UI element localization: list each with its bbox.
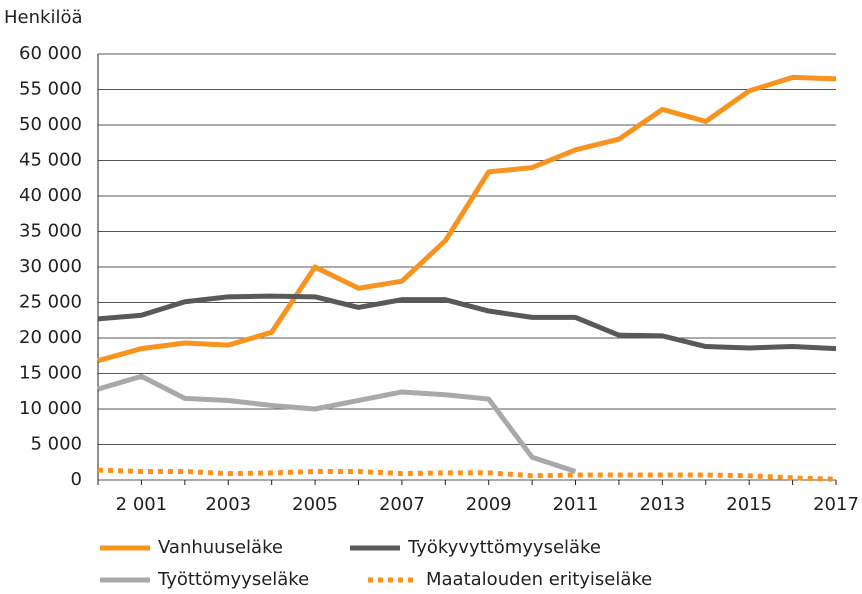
y-tick-label: 40 000 [19, 185, 82, 206]
x-tick-label: 2003 [205, 494, 251, 515]
x-tick-label: 2009 [466, 494, 512, 515]
y-tick-label: 45 000 [19, 150, 82, 171]
series-line [97, 74, 837, 364]
y-tick-label: 60 000 [19, 43, 82, 64]
series-line [97, 293, 837, 352]
y-tick-label: 50 000 [19, 114, 82, 135]
y-tick-label: 20 000 [19, 327, 82, 348]
x-tick-label: 2013 [639, 494, 685, 515]
legend-label: Vanhuuseläke [158, 537, 283, 558]
y-tick-label: 35 000 [19, 221, 82, 242]
y-tick-label: 15 000 [19, 363, 82, 384]
x-tick-label: 2015 [726, 494, 772, 515]
series-line [97, 373, 577, 474]
legend-label: Maatalouden erityiseläke [426, 569, 652, 590]
y-tick-label: 10 000 [19, 398, 82, 419]
y-axis-label: Henkilöä [4, 7, 83, 28]
x-tick-label: 2011 [553, 494, 599, 515]
x-tick-label: 2007 [379, 494, 425, 515]
legend-label: Työkyvyttömyyseläke [407, 537, 601, 558]
x-tick-label: 2017 [813, 494, 859, 515]
y-tick-label: 55 000 [19, 79, 82, 100]
x-tick-label: 2 001 [116, 494, 168, 515]
series-line [97, 467, 837, 482]
legend-label: Työttömyyseläke [157, 569, 309, 590]
y-tick-label: 30 000 [19, 256, 82, 277]
y-tick-label: 25 000 [19, 292, 82, 313]
y-tick-label: 0 [71, 469, 82, 490]
y-tick-label: 5 000 [30, 434, 82, 455]
x-tick-label: 2005 [292, 494, 338, 515]
